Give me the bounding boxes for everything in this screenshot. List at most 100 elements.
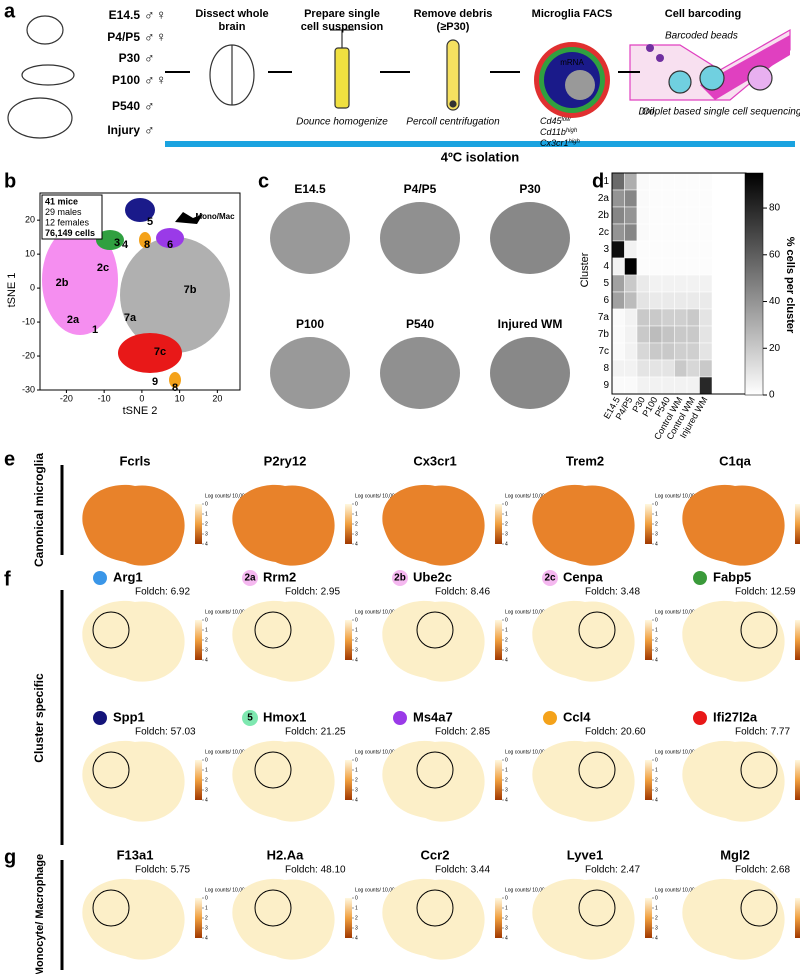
colorbar-tick-label: 2	[505, 637, 508, 643]
x-tick-label: 10	[175, 393, 185, 403]
heat-cell	[624, 189, 638, 208]
heat-cell	[699, 342, 713, 361]
cluster-label: 4	[122, 239, 129, 251]
heat-cell	[686, 172, 700, 191]
step-caption: Dounce homogenize	[296, 117, 388, 128]
colorbar	[495, 504, 502, 544]
tsne-map	[382, 600, 485, 682]
heat-cell	[624, 291, 638, 310]
highlight-circle	[92, 611, 130, 649]
colorbar-tick-label: 1	[355, 511, 358, 517]
gene-name: Mgl2	[720, 847, 750, 862]
panel-letter: f	[4, 568, 11, 590]
x-axis-label: tSNE 2	[123, 405, 158, 417]
badge-label: 5	[247, 713, 253, 724]
heat-cell	[636, 189, 650, 208]
heat-cell	[699, 308, 713, 327]
sex-symbol: ♀	[156, 72, 167, 88]
gene-name: Cenpa	[563, 569, 604, 584]
colorbar-tick-label: 1	[655, 627, 658, 633]
cluster-region	[169, 372, 181, 388]
colorbar-tick-label: 4	[655, 541, 658, 547]
sex-symbol: ♂	[144, 98, 155, 114]
row-label: 5	[603, 278, 609, 289]
colorbar-tick-label: 2	[655, 915, 658, 921]
tsne-map	[682, 740, 785, 822]
density-cloud	[490, 337, 570, 409]
step-title: Microglia FACS	[532, 8, 613, 20]
colorbar-tick-label: 0	[505, 617, 508, 623]
gene-name: C1qa	[719, 453, 752, 468]
sex-symbol: ♂	[144, 29, 155, 45]
cluster-region	[42, 225, 118, 335]
heat-cell	[699, 223, 713, 242]
tsne-map	[232, 878, 335, 960]
colorbar-tick-label: 0	[355, 757, 358, 763]
colorbar-tick-label: 1	[655, 767, 658, 773]
highlight-circle	[740, 611, 778, 649]
heat-cell	[611, 223, 625, 242]
heat-cell	[686, 274, 700, 293]
heat-cell	[661, 342, 675, 361]
y-tick-label: -30	[22, 384, 35, 394]
colorbar-tick-label: 3	[355, 787, 358, 793]
cluster-dot	[93, 571, 107, 585]
fold-change: Foldch: 8.46	[435, 587, 490, 598]
colorbar	[195, 760, 202, 800]
heat-cell	[674, 240, 688, 259]
heat-cell	[699, 274, 713, 293]
cluster-label: 5	[147, 216, 153, 228]
sample-label: P100	[296, 317, 324, 331]
highlight-circle	[254, 889, 292, 927]
heat-cell	[674, 172, 688, 191]
fold-change: Foldch: 5.75	[135, 865, 190, 876]
cold-bar	[165, 141, 795, 147]
highlight-circle	[578, 751, 616, 789]
heat-cell	[686, 223, 700, 242]
colorbar	[345, 504, 352, 544]
y-tick-label: -20	[22, 350, 35, 360]
colorbar-tick-label: 3	[205, 925, 208, 931]
panel-letter: c	[258, 170, 269, 192]
colorbar	[795, 620, 800, 660]
cluster-badge	[392, 570, 408, 586]
colorbar-tick-label: 3	[355, 647, 358, 653]
colorbar-tick-label: 3	[655, 925, 658, 931]
highlight-circle	[92, 751, 130, 789]
colorbar-tick-label: 1	[655, 905, 658, 911]
heat-cell	[636, 359, 650, 378]
heat-cell	[686, 308, 700, 327]
cluster-region	[125, 198, 155, 222]
heat-cell	[649, 325, 663, 344]
colorbar-tick-label: 4	[355, 541, 358, 547]
step-title: Prepare single cell suspension	[301, 8, 384, 33]
heat-cell	[674, 359, 688, 378]
colorbar-tick-label: 3	[655, 787, 658, 793]
colorbar-tick-label: 20	[769, 343, 781, 354]
tsne-map	[382, 740, 485, 822]
y-tick-label: 0	[30, 282, 35, 292]
info-text: 29 males	[45, 207, 82, 217]
colorbar-tick-label: 3	[355, 531, 358, 537]
heat-cell	[661, 274, 675, 293]
cluster-dot	[393, 711, 407, 725]
cluster-region	[120, 237, 230, 353]
heat-cell	[624, 376, 638, 395]
highlight-circle	[416, 889, 454, 927]
tsne-map	[232, 740, 335, 822]
fold-change: Foldch: 20.60	[585, 727, 646, 738]
age-label: Injury	[107, 123, 140, 137]
step-title: Cell barcoding	[665, 8, 741, 20]
colorbar-tick-label: 0	[205, 757, 208, 763]
colorbar-tick-label: 0	[505, 895, 508, 901]
heat-cell	[661, 325, 675, 344]
row-label: 3	[603, 244, 609, 255]
heat-cell	[624, 359, 638, 378]
heat-cell	[699, 359, 713, 378]
heat-cell	[624, 240, 638, 259]
heat-cell	[636, 342, 650, 361]
fold-change: Foldch: 3.48	[585, 587, 640, 598]
colorbar-tick-label: 4	[205, 797, 208, 803]
colorbar	[645, 620, 652, 660]
cluster-label: Mono/Mac	[195, 212, 235, 221]
